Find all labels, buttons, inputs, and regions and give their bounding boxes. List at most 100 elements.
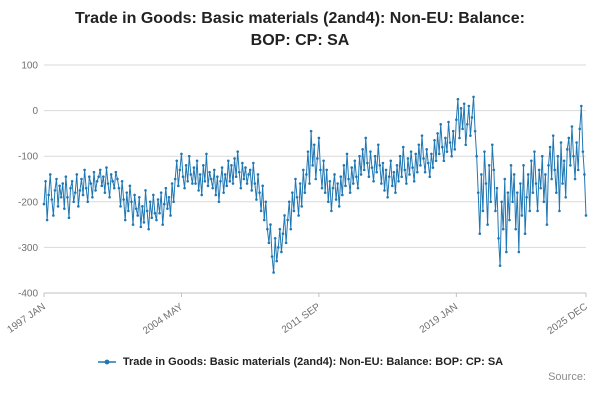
data-point (544, 173, 547, 176)
data-point (112, 187, 116, 190)
data-point (56, 205, 60, 208)
y-tick-label: 100 (21, 61, 38, 72)
data-point (459, 107, 463, 110)
data-point (86, 200, 90, 204)
x-tick-label: 2011 SEP (280, 301, 323, 336)
data-point (328, 180, 332, 183)
data-point (222, 191, 225, 195)
data-point (416, 171, 419, 174)
data-point (212, 168, 216, 172)
data-point (497, 237, 500, 240)
data-point (514, 228, 518, 231)
data-point (344, 184, 347, 188)
legend-line-marker-icon (97, 359, 116, 365)
data-point (239, 187, 243, 190)
data-point (316, 157, 319, 160)
data-point (430, 152, 433, 156)
data-point (373, 155, 377, 158)
data-point (297, 214, 300, 217)
data-point (561, 182, 564, 186)
data-point (542, 200, 546, 204)
data-point (181, 175, 185, 179)
data-point (528, 209, 532, 213)
data-point (347, 177, 350, 181)
data-point (144, 189, 147, 192)
data-point (434, 159, 438, 163)
data-point (106, 182, 110, 186)
data-point (558, 209, 561, 213)
data-point (276, 246, 280, 249)
data-point (47, 193, 50, 197)
data-point (225, 184, 229, 188)
data-point (133, 193, 136, 197)
data-point (259, 209, 263, 213)
data-point (512, 173, 516, 176)
data-point (483, 150, 486, 154)
data-point (72, 200, 75, 204)
data-point (478, 232, 482, 236)
data-point (89, 182, 93, 186)
data-point (108, 196, 111, 199)
legend[interactable]: Trade in Goods: Basic materials (2and4):… (0, 356, 600, 368)
data-point (575, 141, 578, 145)
data-point (141, 205, 144, 208)
x-tick-label: 1997 JAN (5, 302, 47, 336)
data-point (162, 202, 166, 206)
data-point (98, 168, 102, 172)
data-point (153, 212, 157, 215)
page-title: Trade in Goods: Basic materials (2and4):… (75, 10, 525, 49)
data-point (439, 123, 443, 126)
source-label: Source: (548, 371, 586, 384)
data-point (425, 148, 428, 151)
data-point (503, 177, 507, 181)
data-point (70, 180, 74, 183)
data-point (353, 159, 357, 163)
data-point (569, 164, 572, 167)
data-point (120, 180, 124, 183)
data-point (306, 150, 310, 154)
data-point (420, 134, 424, 138)
data-point (208, 171, 211, 174)
x-tick-label: 2019 JAN (418, 302, 460, 336)
data-point (401, 145, 405, 149)
data-point (292, 209, 296, 213)
data-point (537, 168, 541, 172)
data-point (489, 200, 493, 204)
data-point (505, 250, 508, 254)
data-point (465, 123, 469, 126)
data-point (356, 187, 360, 190)
data-point (117, 187, 121, 190)
data-point (275, 259, 279, 263)
data-point (540, 155, 544, 158)
data-point (472, 95, 475, 99)
data-point (545, 223, 549, 227)
data-point (448, 141, 452, 145)
data-point (131, 223, 135, 227)
data-point (412, 180, 416, 183)
data-point (91, 196, 94, 199)
data-point (308, 182, 311, 186)
data-point (158, 212, 161, 215)
data-point (576, 168, 580, 172)
data-point (419, 164, 422, 167)
data-point (81, 193, 85, 197)
x-tick-label: 2004 MAY (141, 301, 185, 337)
data-point (217, 200, 221, 204)
data-point (186, 180, 190, 183)
data-point (266, 228, 269, 231)
data-point (287, 200, 291, 204)
data-point (348, 191, 352, 195)
data-point (461, 127, 464, 131)
data-point (480, 173, 483, 176)
data-point (442, 159, 446, 163)
data-point (464, 143, 468, 147)
data-point (355, 175, 358, 179)
data-point (64, 175, 68, 179)
data-point (105, 166, 108, 170)
data-point (436, 132, 439, 135)
data-point (305, 173, 308, 176)
data-point (248, 168, 252, 172)
data-point (458, 136, 461, 140)
data-point (161, 223, 165, 227)
data-point (164, 187, 168, 190)
